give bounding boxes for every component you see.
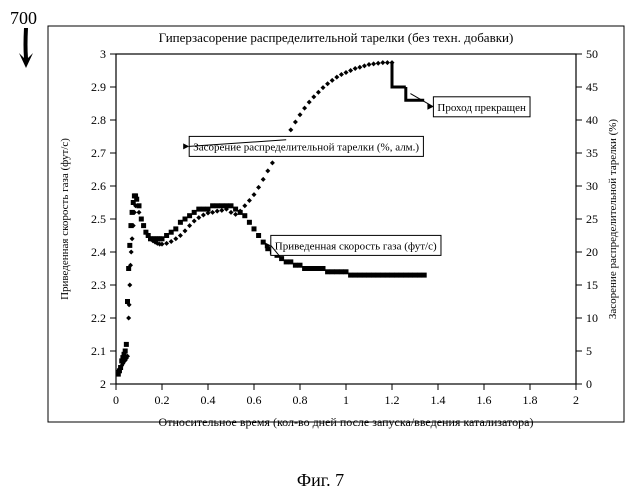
y-right-tick-label: 10 bbox=[586, 311, 598, 325]
y-right-axis-label: Засорение распределительной тарелки (%) bbox=[607, 119, 619, 320]
page: 700 Гиперзасорение распределительной тар… bbox=[0, 0, 641, 500]
y-left-tick-label: 2.7 bbox=[91, 146, 106, 160]
figure-caption: Фиг. 7 bbox=[0, 470, 641, 491]
series-velocity bbox=[116, 193, 427, 376]
x-tick-label: 0 bbox=[113, 393, 119, 407]
y-left-tick-label: 2.9 bbox=[91, 80, 106, 94]
y-right-tick-label: 15 bbox=[586, 278, 598, 292]
x-tick-label: 1.2 bbox=[385, 393, 400, 407]
y-left-tick-label: 2.4 bbox=[91, 245, 106, 259]
svg-text:Приведенная скорость газа (фут: Приведенная скорость газа (фут/с) bbox=[275, 240, 437, 252]
callout-velocity-label: Приведенная скорость газа (фут/с) bbox=[265, 235, 441, 258]
y-right-tick-label: 40 bbox=[586, 113, 598, 127]
y-right-tick-label: 45 bbox=[586, 80, 598, 94]
y-right-tick-label: 20 bbox=[586, 245, 598, 259]
arrow-down-icon bbox=[18, 28, 34, 68]
svg-text:Засорение распределительной та: Засорение распределительной тарелки (%, … bbox=[193, 141, 419, 153]
callout-stopped: Проход прекращен bbox=[410, 94, 530, 117]
x-tick-label: 1.6 bbox=[477, 393, 492, 407]
svg-text:Проход прекращен: Проход прекращен bbox=[437, 102, 526, 114]
y-right-tick-label: 35 bbox=[586, 146, 598, 160]
y-left-tick-label: 3 bbox=[100, 47, 106, 61]
y-right-tick-label: 50 bbox=[586, 47, 598, 61]
x-tick-label: 0.6 bbox=[247, 393, 262, 407]
y-left-tick-label: 2.3 bbox=[91, 278, 106, 292]
series-fouling bbox=[116, 60, 395, 373]
x-tick-label: 1.4 bbox=[431, 393, 446, 407]
x-tick-label: 0.8 bbox=[293, 393, 308, 407]
y-left-tick-label: 2.1 bbox=[91, 344, 106, 358]
y-left-axis-label: Приведенная скорость газа (фут/с) bbox=[59, 138, 71, 300]
x-axis-label: Относительное время (кол-во дней после з… bbox=[159, 415, 534, 429]
figure-number-top: 700 bbox=[10, 8, 37, 29]
series-fouling-stepline bbox=[392, 63, 424, 101]
x-tick-label: 0.2 bbox=[155, 393, 170, 407]
y-left-tick-label: 2.5 bbox=[91, 212, 106, 226]
y-right-tick-label: 5 bbox=[586, 344, 592, 358]
y-left-tick-label: 2 bbox=[100, 377, 106, 391]
y-left-tick-label: 2.2 bbox=[91, 311, 106, 325]
y-left-tick-label: 2.6 bbox=[91, 179, 106, 193]
x-tick-label: 2 bbox=[573, 393, 579, 407]
y-left-tick-label: 2.8 bbox=[91, 113, 106, 127]
callout-fouling-label: Засорение распределительной тарелки (%, … bbox=[183, 136, 423, 156]
x-tick-label: 1.8 bbox=[523, 393, 538, 407]
x-tick-label: 0.4 bbox=[201, 393, 216, 407]
y-right-tick-label: 25 bbox=[586, 212, 598, 226]
x-tick-label: 1 bbox=[343, 393, 349, 407]
chart-title: Гиперзасорение распределительной тарелки… bbox=[159, 30, 514, 45]
y-right-tick-label: 0 bbox=[586, 377, 592, 391]
chart: Гиперзасорение распределительной тарелки… bbox=[46, 24, 626, 454]
y-right-tick-label: 30 bbox=[586, 179, 598, 193]
